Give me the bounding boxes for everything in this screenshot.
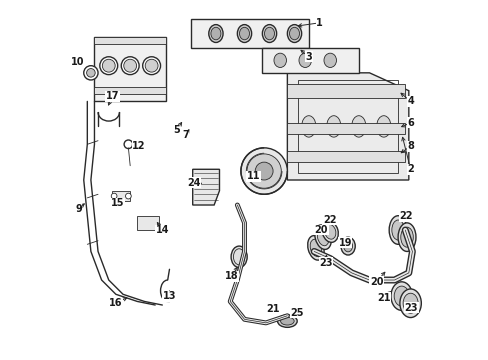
Ellipse shape bbox=[393, 286, 408, 306]
Text: 2: 2 bbox=[407, 164, 413, 174]
Circle shape bbox=[86, 68, 95, 77]
Polygon shape bbox=[287, 84, 405, 98]
Circle shape bbox=[124, 140, 132, 149]
Ellipse shape bbox=[351, 116, 365, 137]
Ellipse shape bbox=[301, 116, 315, 137]
Text: 20: 20 bbox=[369, 277, 383, 287]
Ellipse shape bbox=[287, 24, 301, 42]
Ellipse shape bbox=[210, 27, 221, 40]
Text: 14: 14 bbox=[155, 225, 169, 235]
Polygon shape bbox=[190, 19, 308, 48]
Ellipse shape bbox=[262, 24, 276, 42]
Polygon shape bbox=[287, 123, 405, 134]
Text: 23: 23 bbox=[404, 303, 417, 313]
Circle shape bbox=[100, 57, 118, 75]
Ellipse shape bbox=[307, 236, 324, 260]
Text: 5: 5 bbox=[173, 125, 180, 135]
Ellipse shape bbox=[314, 225, 331, 249]
Ellipse shape bbox=[231, 246, 246, 267]
Ellipse shape bbox=[324, 224, 335, 239]
Text: 10: 10 bbox=[70, 57, 84, 67]
Text: 25: 25 bbox=[290, 308, 304, 318]
Text: 21: 21 bbox=[266, 303, 279, 314]
Text: 11: 11 bbox=[246, 171, 260, 181]
Text: 21: 21 bbox=[376, 293, 390, 303]
Polygon shape bbox=[94, 37, 165, 102]
Text: 19: 19 bbox=[338, 238, 351, 248]
Ellipse shape bbox=[273, 53, 286, 67]
Ellipse shape bbox=[343, 240, 352, 252]
Circle shape bbox=[121, 57, 139, 75]
Polygon shape bbox=[112, 191, 130, 202]
Text: 15: 15 bbox=[111, 198, 124, 208]
Ellipse shape bbox=[322, 221, 338, 242]
Circle shape bbox=[255, 162, 272, 180]
Text: 16: 16 bbox=[109, 298, 122, 308]
Ellipse shape bbox=[264, 27, 274, 40]
Circle shape bbox=[241, 148, 287, 194]
Circle shape bbox=[246, 154, 281, 188]
Text: 8: 8 bbox=[407, 141, 413, 151]
Ellipse shape bbox=[397, 223, 415, 251]
Polygon shape bbox=[287, 152, 405, 162]
Polygon shape bbox=[94, 37, 165, 44]
Ellipse shape bbox=[402, 293, 417, 313]
Text: 23: 23 bbox=[319, 258, 332, 268]
Polygon shape bbox=[94, 87, 165, 94]
Ellipse shape bbox=[388, 216, 406, 244]
Ellipse shape bbox=[317, 229, 328, 246]
Polygon shape bbox=[287, 73, 408, 180]
Circle shape bbox=[111, 193, 117, 199]
Ellipse shape bbox=[237, 24, 251, 42]
Text: 17: 17 bbox=[105, 91, 119, 101]
Text: 20: 20 bbox=[314, 225, 327, 235]
Ellipse shape bbox=[239, 27, 249, 40]
Polygon shape bbox=[137, 216, 159, 230]
Polygon shape bbox=[262, 48, 358, 73]
Text: 6: 6 bbox=[407, 118, 413, 128]
Circle shape bbox=[125, 193, 131, 199]
Ellipse shape bbox=[399, 289, 421, 318]
Text: 3: 3 bbox=[305, 52, 311, 62]
Ellipse shape bbox=[390, 282, 411, 310]
Circle shape bbox=[145, 59, 158, 72]
Ellipse shape bbox=[280, 317, 294, 325]
Circle shape bbox=[83, 66, 98, 80]
Text: 7: 7 bbox=[182, 130, 188, 140]
Ellipse shape bbox=[376, 116, 390, 137]
Text: 9: 9 bbox=[75, 203, 81, 213]
Ellipse shape bbox=[277, 315, 297, 327]
Text: 24: 24 bbox=[186, 178, 200, 188]
Polygon shape bbox=[192, 169, 219, 205]
Text: 4: 4 bbox=[407, 96, 413, 107]
Ellipse shape bbox=[289, 27, 299, 40]
Text: 22: 22 bbox=[322, 215, 336, 225]
Text: 1: 1 bbox=[316, 18, 322, 28]
Ellipse shape bbox=[324, 53, 336, 67]
Ellipse shape bbox=[340, 237, 354, 255]
Ellipse shape bbox=[391, 220, 404, 240]
Text: 18: 18 bbox=[225, 271, 238, 282]
Circle shape bbox=[123, 59, 136, 72]
Text: 13: 13 bbox=[163, 291, 176, 301]
Ellipse shape bbox=[309, 239, 321, 256]
Ellipse shape bbox=[326, 116, 340, 137]
Ellipse shape bbox=[208, 24, 223, 42]
Circle shape bbox=[142, 57, 160, 75]
Text: 12: 12 bbox=[132, 141, 145, 151]
Ellipse shape bbox=[298, 53, 311, 67]
Text: 22: 22 bbox=[398, 211, 412, 221]
Circle shape bbox=[102, 59, 115, 72]
Ellipse shape bbox=[400, 227, 412, 247]
